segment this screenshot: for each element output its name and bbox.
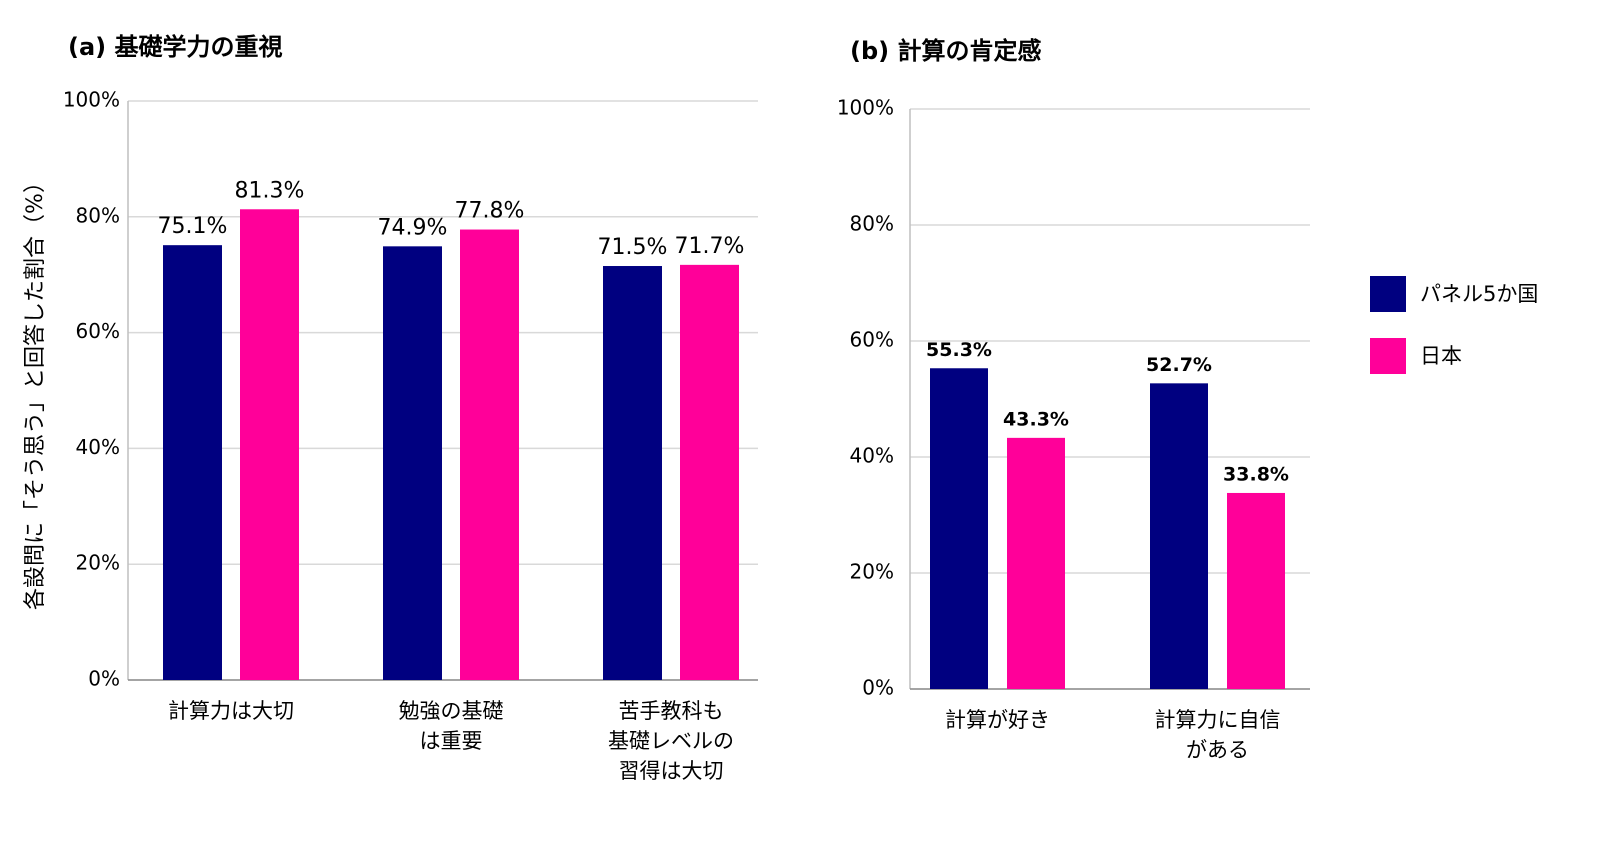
value-label: 74.9% xyxy=(378,215,448,240)
bar xyxy=(680,264,739,680)
bar xyxy=(460,229,519,680)
x-tick-label: は重要 xyxy=(420,729,483,753)
legend-swatch xyxy=(1370,276,1406,312)
y-axis-label: 各設問に「そう思う」と回答した割合（%） xyxy=(23,171,48,610)
bar xyxy=(163,245,222,680)
bar xyxy=(603,266,662,680)
x-tick-label: 基礎レベルの xyxy=(608,729,734,753)
value-label: 77.8% xyxy=(455,199,525,224)
bar xyxy=(1007,437,1065,689)
y-tick-label: 0% xyxy=(88,667,120,691)
legend-label: パネル5か国 xyxy=(1420,282,1538,306)
y-tick-label: 80% xyxy=(850,212,894,236)
y-tick-label: 60% xyxy=(76,319,120,343)
legend-label: 日本 xyxy=(1420,344,1462,368)
chart-title: (a) 基礎学力の重視 xyxy=(68,33,283,61)
value-label: 75.1% xyxy=(158,214,228,239)
bar xyxy=(383,246,442,681)
x-tick-label: 習得は大切 xyxy=(619,759,724,783)
legend-swatch xyxy=(1370,338,1406,374)
y-tick-label: 80% xyxy=(76,203,120,227)
chart-title: (b) 計算の肯定感 xyxy=(850,37,1041,65)
y-tick-label: 40% xyxy=(76,435,120,459)
y-tick-label: 40% xyxy=(850,444,894,468)
x-tick-label: 計算力に自信 xyxy=(1155,708,1281,732)
bar xyxy=(1150,383,1208,689)
value-label: 71.5% xyxy=(598,235,668,260)
value-label: 55.3% xyxy=(926,339,992,361)
y-tick-label: 0% xyxy=(862,676,894,700)
x-tick-label: 計算力は大切 xyxy=(168,699,294,723)
x-tick-label: 苦手教科も xyxy=(619,699,724,723)
bar xyxy=(1227,492,1285,689)
value-label: 43.3% xyxy=(1003,408,1069,430)
bar xyxy=(930,368,988,689)
y-tick-label: 100% xyxy=(63,88,120,112)
y-tick-label: 20% xyxy=(76,551,120,575)
value-label: 33.8% xyxy=(1223,463,1289,485)
value-label: 71.7% xyxy=(675,234,745,259)
value-label: 52.7% xyxy=(1146,354,1212,376)
bar xyxy=(240,209,299,680)
y-tick-label: 20% xyxy=(850,560,894,584)
y-tick-label: 100% xyxy=(837,96,894,120)
x-tick-label: 計算が好き xyxy=(945,708,1050,732)
y-tick-label: 60% xyxy=(850,328,894,352)
x-tick-label: がある xyxy=(1186,738,1249,762)
x-tick-label: 勉強の基礎 xyxy=(399,699,504,723)
value-label: 81.3% xyxy=(235,178,305,203)
